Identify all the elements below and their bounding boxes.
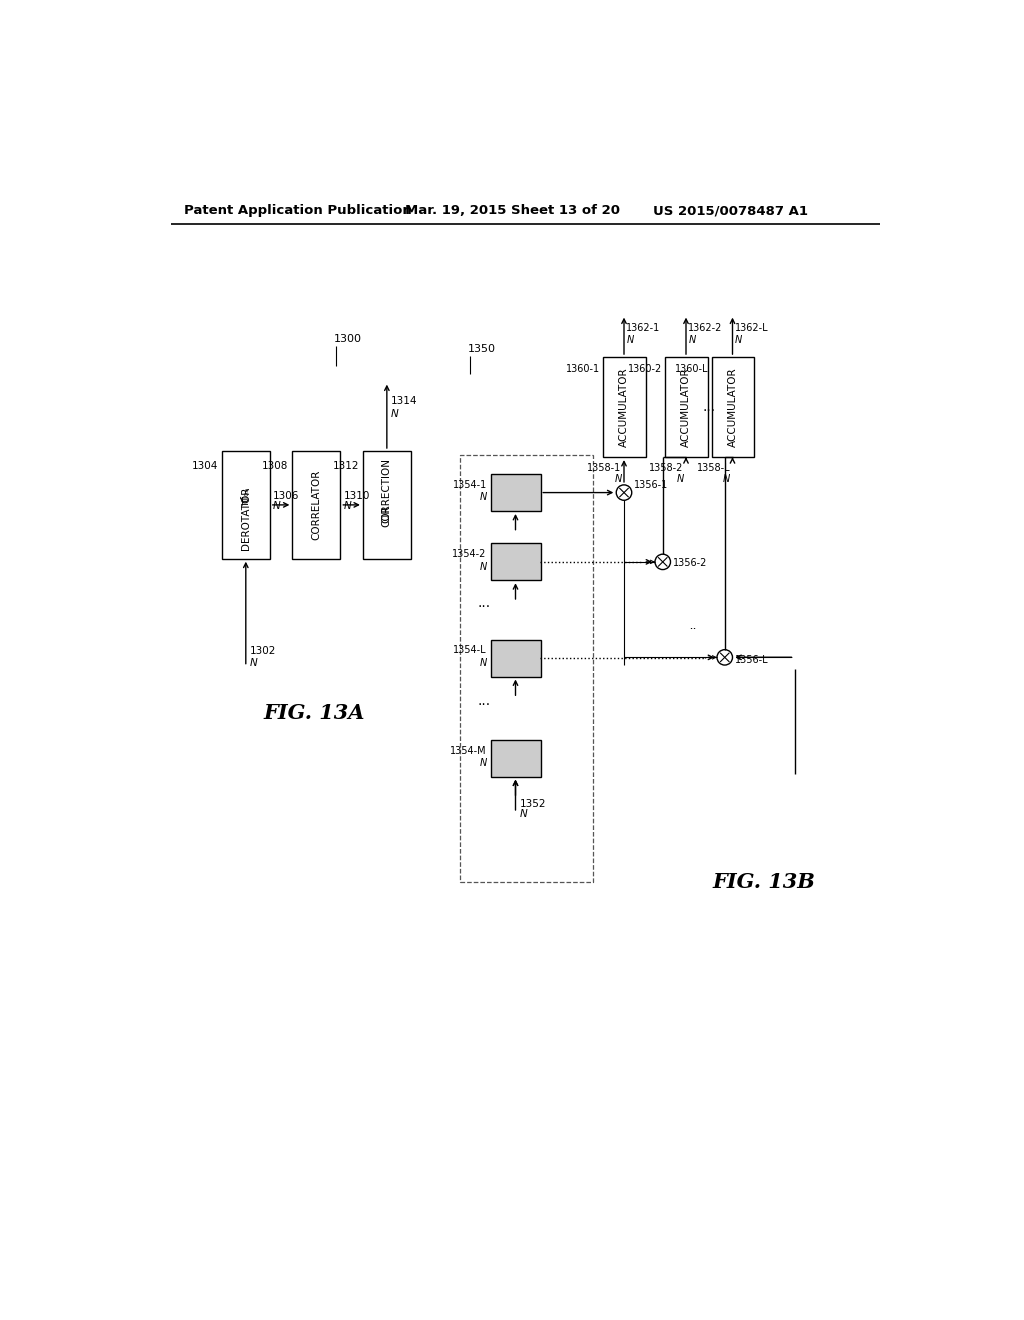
- Text: 1306: 1306: [273, 491, 299, 500]
- Text: DEROTATOR: DEROTATOR: [241, 487, 251, 550]
- Text: 1356-2: 1356-2: [673, 558, 708, 569]
- Bar: [603, 358, 646, 457]
- Bar: [490, 474, 541, 511]
- Bar: [490, 739, 541, 776]
- Text: 1300: 1300: [334, 334, 361, 345]
- Text: N: N: [479, 492, 486, 502]
- Text: ...: ...: [478, 597, 492, 610]
- Text: Mar. 19, 2015 Sheet 13 of 20: Mar. 19, 2015 Sheet 13 of 20: [406, 205, 621, 218]
- Text: 1358-1: 1358-1: [588, 463, 622, 473]
- Text: ...: ...: [478, 694, 492, 709]
- Text: 1356-L: 1356-L: [735, 656, 768, 665]
- Text: N: N: [250, 657, 257, 668]
- Text: FIG. 13B: FIG. 13B: [712, 873, 815, 892]
- Text: N: N: [343, 502, 351, 511]
- Text: N: N: [519, 809, 527, 820]
- Text: CORRECTION: CORRECTION: [382, 458, 392, 527]
- Text: N: N: [479, 657, 486, 668]
- Bar: [362, 451, 411, 558]
- Text: 1304: 1304: [191, 462, 218, 471]
- Text: ...: ...: [702, 400, 716, 414]
- Text: CIR: CIR: [382, 506, 392, 523]
- Text: N: N: [735, 335, 742, 345]
- Text: ACCUMULATOR: ACCUMULATOR: [727, 367, 737, 447]
- Bar: [490, 544, 541, 581]
- Text: 1310: 1310: [343, 491, 370, 500]
- Text: 1354-1: 1354-1: [453, 480, 486, 490]
- Text: 1358-2: 1358-2: [649, 463, 684, 473]
- Text: FIG. 13A: FIG. 13A: [263, 702, 365, 723]
- Bar: [460, 455, 593, 882]
- Text: N: N: [688, 335, 695, 345]
- Bar: [292, 451, 340, 558]
- Text: US 2015/0078487 A1: US 2015/0078487 A1: [653, 205, 809, 218]
- Text: N: N: [273, 502, 281, 511]
- Text: 1312: 1312: [333, 462, 359, 471]
- Text: 1314: 1314: [391, 396, 417, 407]
- Text: N: N: [391, 409, 398, 418]
- Text: 1360-1: 1360-1: [566, 363, 600, 374]
- Text: ACCUMULATOR: ACCUMULATOR: [681, 367, 691, 447]
- Text: 1354-M: 1354-M: [451, 746, 486, 755]
- Text: Patent Application Publication: Patent Application Publication: [183, 205, 412, 218]
- Text: N: N: [479, 561, 486, 572]
- Text: CORRELATOR: CORRELATOR: [311, 470, 322, 540]
- Text: 1354-L: 1354-L: [454, 645, 486, 656]
- Text: N: N: [614, 474, 622, 483]
- Text: 1360-L: 1360-L: [675, 363, 709, 374]
- Text: 1354-2: 1354-2: [453, 549, 486, 560]
- Text: 1356-1: 1356-1: [634, 480, 669, 490]
- Text: 1302: 1302: [250, 647, 276, 656]
- Bar: [490, 640, 541, 677]
- Bar: [665, 358, 708, 457]
- Text: 1352: 1352: [519, 799, 546, 809]
- Text: N: N: [479, 758, 486, 768]
- Text: ACCUMULATOR: ACCUMULATOR: [618, 367, 629, 447]
- Bar: [712, 358, 755, 457]
- Text: 1362-1: 1362-1: [627, 323, 660, 333]
- Text: 1350: 1350: [467, 345, 496, 354]
- Text: N: N: [723, 474, 730, 483]
- Text: 1358-L: 1358-L: [696, 463, 730, 473]
- Text: 1362-L: 1362-L: [735, 323, 768, 333]
- Text: N: N: [677, 474, 684, 483]
- Text: 1360-2: 1360-2: [628, 363, 662, 374]
- Text: πf₀ₐ: πf₀ₐ: [241, 487, 251, 504]
- Bar: [222, 451, 270, 558]
- Text: N: N: [627, 335, 634, 345]
- Text: ..: ..: [690, 619, 697, 631]
- Text: 1308: 1308: [262, 462, 289, 471]
- Text: 1362-2: 1362-2: [688, 323, 723, 333]
